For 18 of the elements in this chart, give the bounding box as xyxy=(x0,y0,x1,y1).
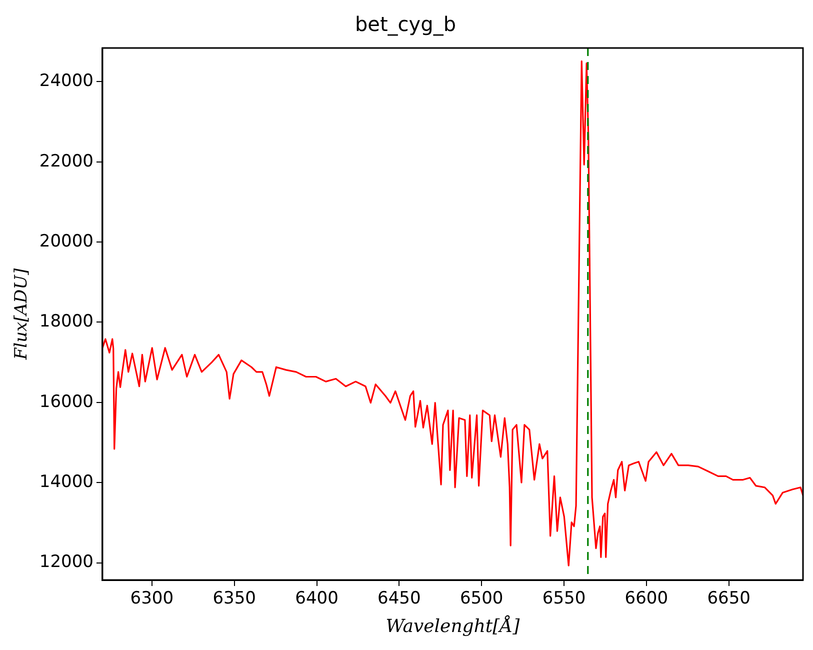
x-tick-label: 6400 xyxy=(295,588,338,609)
x-axis-title: Wavelenght[Å] xyxy=(386,614,521,637)
x-tick-label: 6500 xyxy=(460,588,504,609)
x-tick-label: 6550 xyxy=(542,588,586,609)
y-tick-label: 22000 xyxy=(39,151,94,172)
x-tick-label: 6350 xyxy=(212,588,256,609)
x-tick-label: 6300 xyxy=(130,588,174,609)
y-tick-label: 12000 xyxy=(39,552,94,572)
chart-title: bet_cyg_b xyxy=(354,12,456,36)
y-tick-label: 14000 xyxy=(39,472,94,492)
y-tick-label: 20000 xyxy=(39,231,94,252)
x-tick-label: 6600 xyxy=(624,588,668,609)
y-tick-label: 24000 xyxy=(39,71,94,92)
y-tick-label: 16000 xyxy=(39,392,94,412)
x-tick-label: 6450 xyxy=(378,588,421,609)
y-axis-title: Flux[ADU] xyxy=(12,268,32,361)
y-tick-label: 18000 xyxy=(39,312,94,332)
x-tick-label: 6650 xyxy=(707,588,750,609)
